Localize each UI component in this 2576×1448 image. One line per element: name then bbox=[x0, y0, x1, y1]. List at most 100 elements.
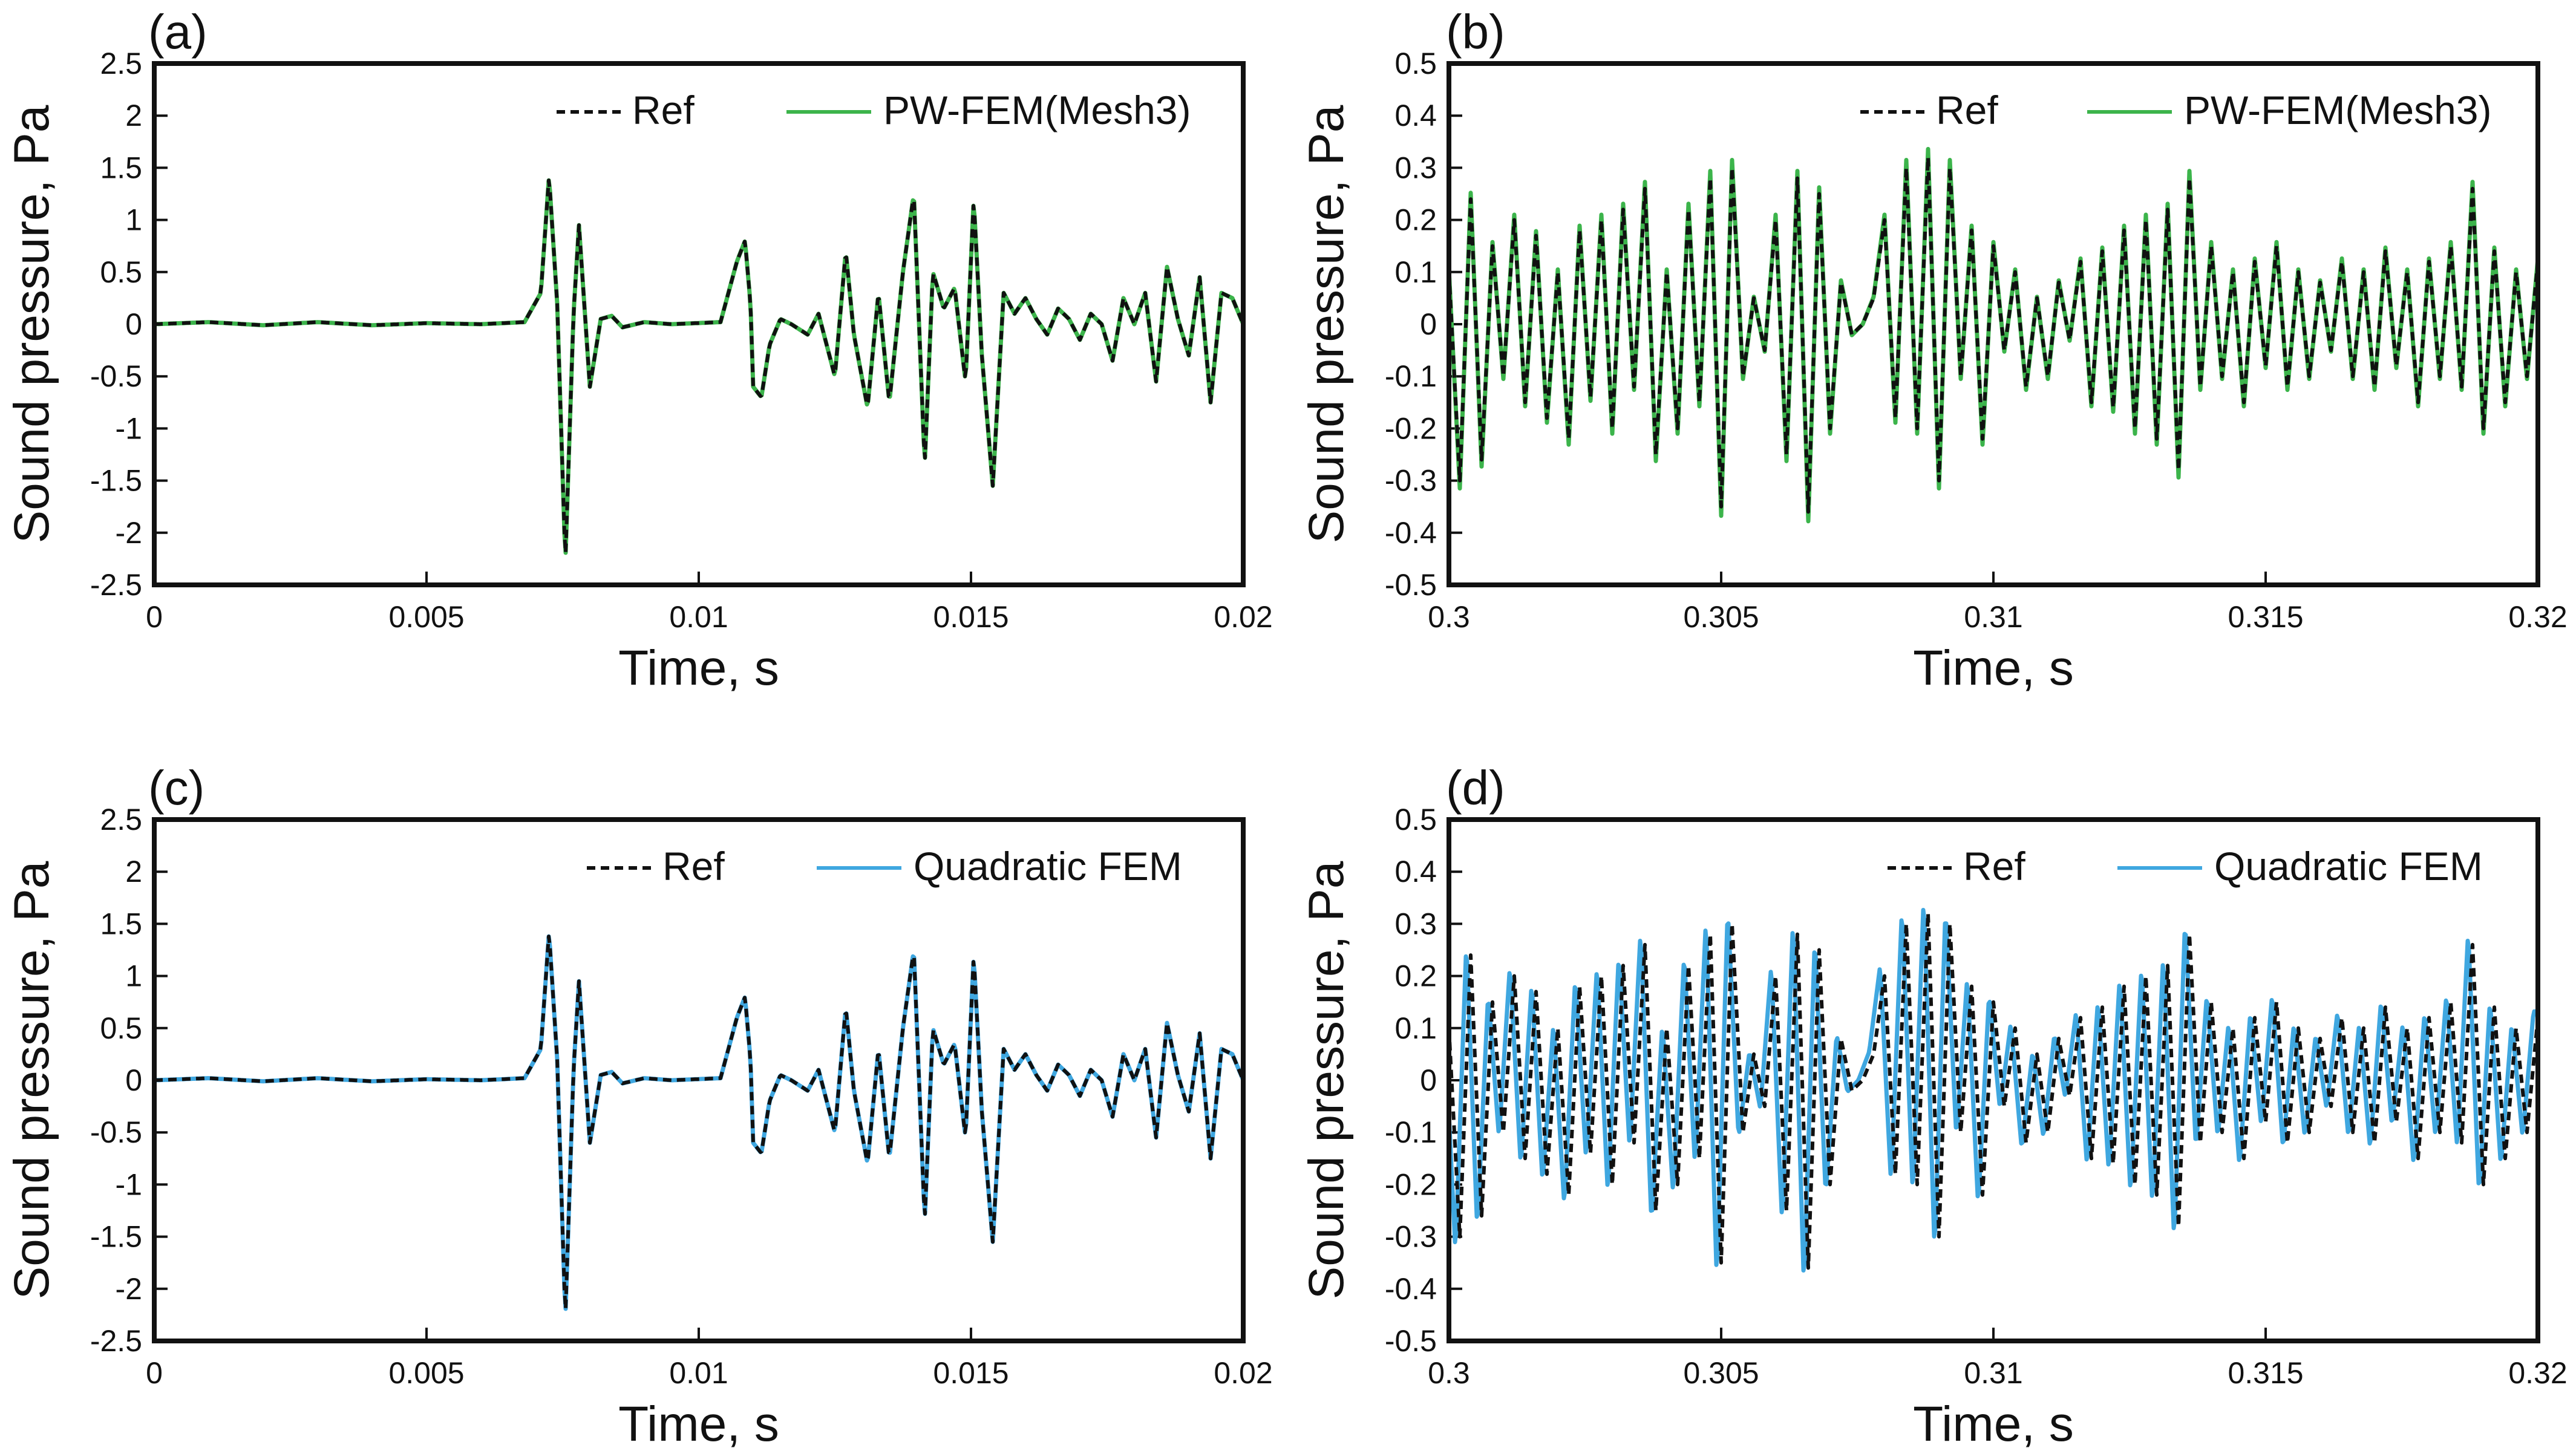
panel-b: (b) 0.3 0.305 0.31 0.315 0.32 -0.5 -0.4 -0.3 -0.2… bbox=[1299, 5, 2568, 696]
y-tick-label: 0.3 bbox=[1394, 151, 1437, 184]
series-line-fem bbox=[1449, 146, 2538, 524]
y-tick-label: 0.2 bbox=[1394, 959, 1437, 993]
y-tick-label: -1.5 bbox=[90, 464, 142, 498]
y-tick-label: -0.5 bbox=[1385, 1324, 1437, 1358]
y-axis-label: Sound pressure, Pa bbox=[1299, 105, 1354, 543]
plot-frame bbox=[1447, 61, 2540, 587]
x-tick-label: 0.31 bbox=[1964, 600, 2022, 634]
y-tick-label: -0.4 bbox=[1385, 1272, 1437, 1306]
x-tick-label: 0.01 bbox=[669, 1356, 728, 1390]
y-tick-label: -1.5 bbox=[90, 1220, 142, 1254]
x-tick-label: 0.305 bbox=[1683, 600, 1759, 634]
x-tick-label: 0.315 bbox=[2228, 600, 2303, 634]
y-tick-label: 2.5 bbox=[100, 47, 142, 80]
panel-a: (a) 0 0.005 0.01 0.015 0.02 -2.5 -2 -1.5 -1 -0.5 0 0… bbox=[4, 5, 1273, 696]
y-axis-label: Sound pressure, Pa bbox=[1299, 861, 1354, 1299]
series-line-ref bbox=[154, 934, 1243, 1311]
y-tick-label: 1 bbox=[125, 203, 142, 237]
legend-ref-label: Ref bbox=[632, 88, 695, 132]
y-tick-label: -0.4 bbox=[1385, 516, 1437, 550]
y-tick-label: -0.3 bbox=[1385, 1220, 1437, 1254]
y-tick-label: 0.3 bbox=[1394, 907, 1437, 941]
y-tick-label: -0.2 bbox=[1385, 411, 1437, 445]
y-tick-label: -2 bbox=[116, 1272, 142, 1306]
y-tick-label: 0.4 bbox=[1394, 99, 1437, 132]
x-tick-label: 0 bbox=[146, 1356, 163, 1390]
plot-frame bbox=[152, 61, 1246, 587]
x-tick-label: 0.015 bbox=[933, 1356, 1008, 1390]
x-tick-label: 0.305 bbox=[1683, 1356, 1759, 1390]
legend-fem-label: Quadratic FEM bbox=[914, 844, 1182, 889]
y-tick-label: -2 bbox=[116, 516, 142, 550]
y-tick-label: -2.5 bbox=[90, 568, 142, 602]
y-tick-label: 0.5 bbox=[1394, 47, 1437, 80]
series-line-fem bbox=[1449, 908, 2538, 1273]
legend-ref-label: Ref bbox=[1963, 844, 2025, 889]
y-tick-label: -0.5 bbox=[90, 1115, 142, 1149]
y-tick-label: 0.5 bbox=[100, 1011, 142, 1045]
plot-frame bbox=[1447, 817, 2540, 1343]
y-tick-label: -0.5 bbox=[1385, 568, 1437, 602]
y-tick-label: 0.1 bbox=[1394, 255, 1437, 289]
legend-ref-label: Ref bbox=[662, 844, 725, 889]
x-tick-label: 0.3 bbox=[1428, 1356, 1470, 1390]
x-tick-label: 0.005 bbox=[388, 1356, 464, 1390]
y-axis-label: Sound pressure, Pa bbox=[4, 105, 59, 543]
y-tick-label: 0.1 bbox=[1394, 1011, 1437, 1045]
y-tick-label: 2 bbox=[125, 99, 142, 132]
x-tick-label: 0.02 bbox=[1214, 600, 1272, 634]
x-axis-label: Time, s bbox=[618, 1397, 779, 1448]
series-line-ref bbox=[1449, 155, 2538, 514]
y-tick-label: 2 bbox=[125, 855, 142, 889]
y-tick-label: 0.2 bbox=[1394, 203, 1437, 237]
y-tick-label: 1.5 bbox=[100, 907, 142, 941]
y-tick-label: -0.1 bbox=[1385, 1115, 1437, 1149]
x-tick-label: 0.32 bbox=[2508, 1356, 2567, 1390]
series-line-ref bbox=[1449, 912, 2538, 1270]
y-tick-label: 0 bbox=[1420, 307, 1437, 341]
panel-c: (c) 0 0.005 0.01 0.015 0.02 -2.5 -2 -1.5 -1 -0.5 0 0… bbox=[4, 761, 1273, 1448]
panel-label: (a) bbox=[148, 5, 208, 59]
y-tick-label: 0 bbox=[125, 1063, 142, 1097]
series-line-fem bbox=[154, 178, 1243, 555]
y-tick-label: 0.4 bbox=[1394, 855, 1437, 889]
y-tick-label: 0 bbox=[125, 307, 142, 341]
x-tick-label: 0.3 bbox=[1428, 600, 1470, 634]
y-tick-label: 2.5 bbox=[100, 803, 142, 837]
y-tick-label: -0.2 bbox=[1385, 1167, 1437, 1201]
x-tick-label: 0.01 bbox=[669, 600, 728, 634]
x-tick-label: 0.32 bbox=[2508, 600, 2567, 634]
x-tick-label: 0.015 bbox=[933, 600, 1008, 634]
y-tick-label: -1 bbox=[116, 411, 142, 445]
plot-frame bbox=[152, 817, 1246, 1343]
series-line-ref bbox=[154, 178, 1243, 555]
panel-label: (c) bbox=[148, 761, 204, 815]
x-axis-label: Time, s bbox=[1913, 641, 2074, 696]
panel-label: (b) bbox=[1446, 5, 1505, 59]
legend-fem-label: PW-FEM(Mesh3) bbox=[2184, 88, 2491, 132]
y-tick-label: -0.5 bbox=[90, 359, 142, 393]
y-tick-label: -1 bbox=[116, 1167, 142, 1201]
y-tick-label: 0 bbox=[1420, 1063, 1437, 1097]
x-tick-label: 0 bbox=[146, 600, 163, 634]
x-axis-label: Time, s bbox=[618, 641, 779, 696]
y-tick-label: -0.3 bbox=[1385, 464, 1437, 498]
y-tick-label: 1 bbox=[125, 959, 142, 993]
x-tick-label: 0.31 bbox=[1964, 1356, 2022, 1390]
x-tick-label: 0.005 bbox=[388, 600, 464, 634]
x-tick-label: 0.315 bbox=[2228, 1356, 2303, 1390]
series-line-fem bbox=[154, 934, 1243, 1311]
panel-d: (d) 0.3 0.305 0.31 0.315 0.32 -0.5 -0.4 -0.3 -0.2… bbox=[1299, 761, 2568, 1448]
y-axis-label: Sound pressure, Pa bbox=[4, 861, 59, 1299]
panel-label: (d) bbox=[1446, 761, 1505, 815]
y-tick-label: 1.5 bbox=[100, 151, 142, 184]
legend-ref-label: Ref bbox=[1936, 88, 1998, 132]
y-tick-label: 0.5 bbox=[1394, 803, 1437, 837]
legend-fem-label: Quadratic FEM bbox=[2214, 844, 2483, 889]
y-tick-label: 0.5 bbox=[100, 255, 142, 289]
y-tick-label: -2.5 bbox=[90, 1324, 142, 1358]
x-axis-label: Time, s bbox=[1913, 1397, 2074, 1448]
y-tick-label: -0.1 bbox=[1385, 359, 1437, 393]
legend-fem-label: PW-FEM(Mesh3) bbox=[883, 88, 1191, 132]
